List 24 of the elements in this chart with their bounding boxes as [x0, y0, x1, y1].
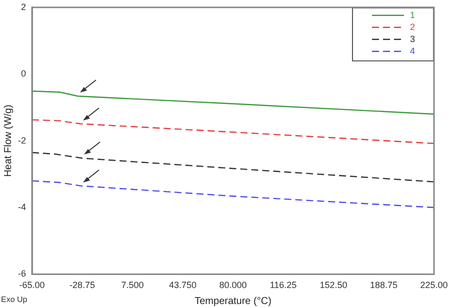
legend-label: 2	[410, 22, 416, 32]
line-series	[32, 180, 434, 208]
y-axis-title: Heat Flow (W/g)	[2, 104, 14, 177]
x-tick-label: 188.75	[370, 280, 398, 290]
line-series	[32, 119, 434, 144]
legend-label: 4	[410, 46, 416, 56]
x-tick-label: 152.50	[320, 280, 348, 290]
legend-label: 1	[410, 10, 416, 20]
y-tick-label: -6	[18, 268, 26, 279]
y-tick-label: -2	[18, 135, 26, 146]
x-tick-label: 7.500	[121, 280, 144, 290]
x-tick-label: -28.75	[69, 280, 96, 290]
line-series	[32, 152, 434, 182]
x-tick-label: 116.25	[270, 280, 297, 290]
x-tick-label: 80.000	[219, 280, 247, 290]
x-tick-label: -65.00	[19, 280, 45, 290]
y-tick-label: 0	[20, 68, 26, 79]
x-axis-title: Temperature (°C)	[194, 296, 272, 307]
x-tick-label: 43.750	[168, 280, 197, 290]
text: Exo Up	[1, 295, 28, 304]
x-tick-label: 225.00	[420, 280, 448, 290]
y-tick-label: -4	[18, 202, 26, 212]
legend-label: 3	[410, 34, 416, 44]
y-tick-label: 2	[20, 2, 26, 12]
